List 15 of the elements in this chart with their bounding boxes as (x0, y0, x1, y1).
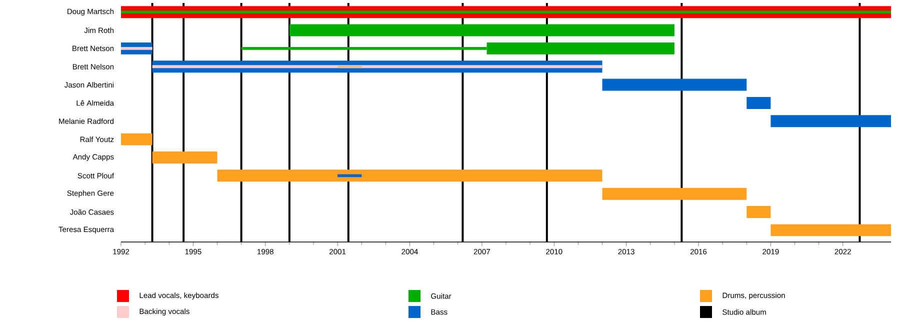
bar (746, 96, 771, 109)
bar (746, 206, 771, 218)
bar (770, 224, 892, 236)
bar (217, 170, 602, 182)
bar (602, 188, 747, 200)
bar (121, 10, 892, 14)
bar (770, 115, 892, 128)
bar (338, 174, 362, 178)
bar (152, 65, 602, 68)
bar (289, 24, 674, 36)
bar (338, 65, 362, 68)
bar (121, 46, 152, 50)
bar (121, 133, 152, 146)
bar (152, 151, 218, 164)
bar (602, 78, 747, 91)
